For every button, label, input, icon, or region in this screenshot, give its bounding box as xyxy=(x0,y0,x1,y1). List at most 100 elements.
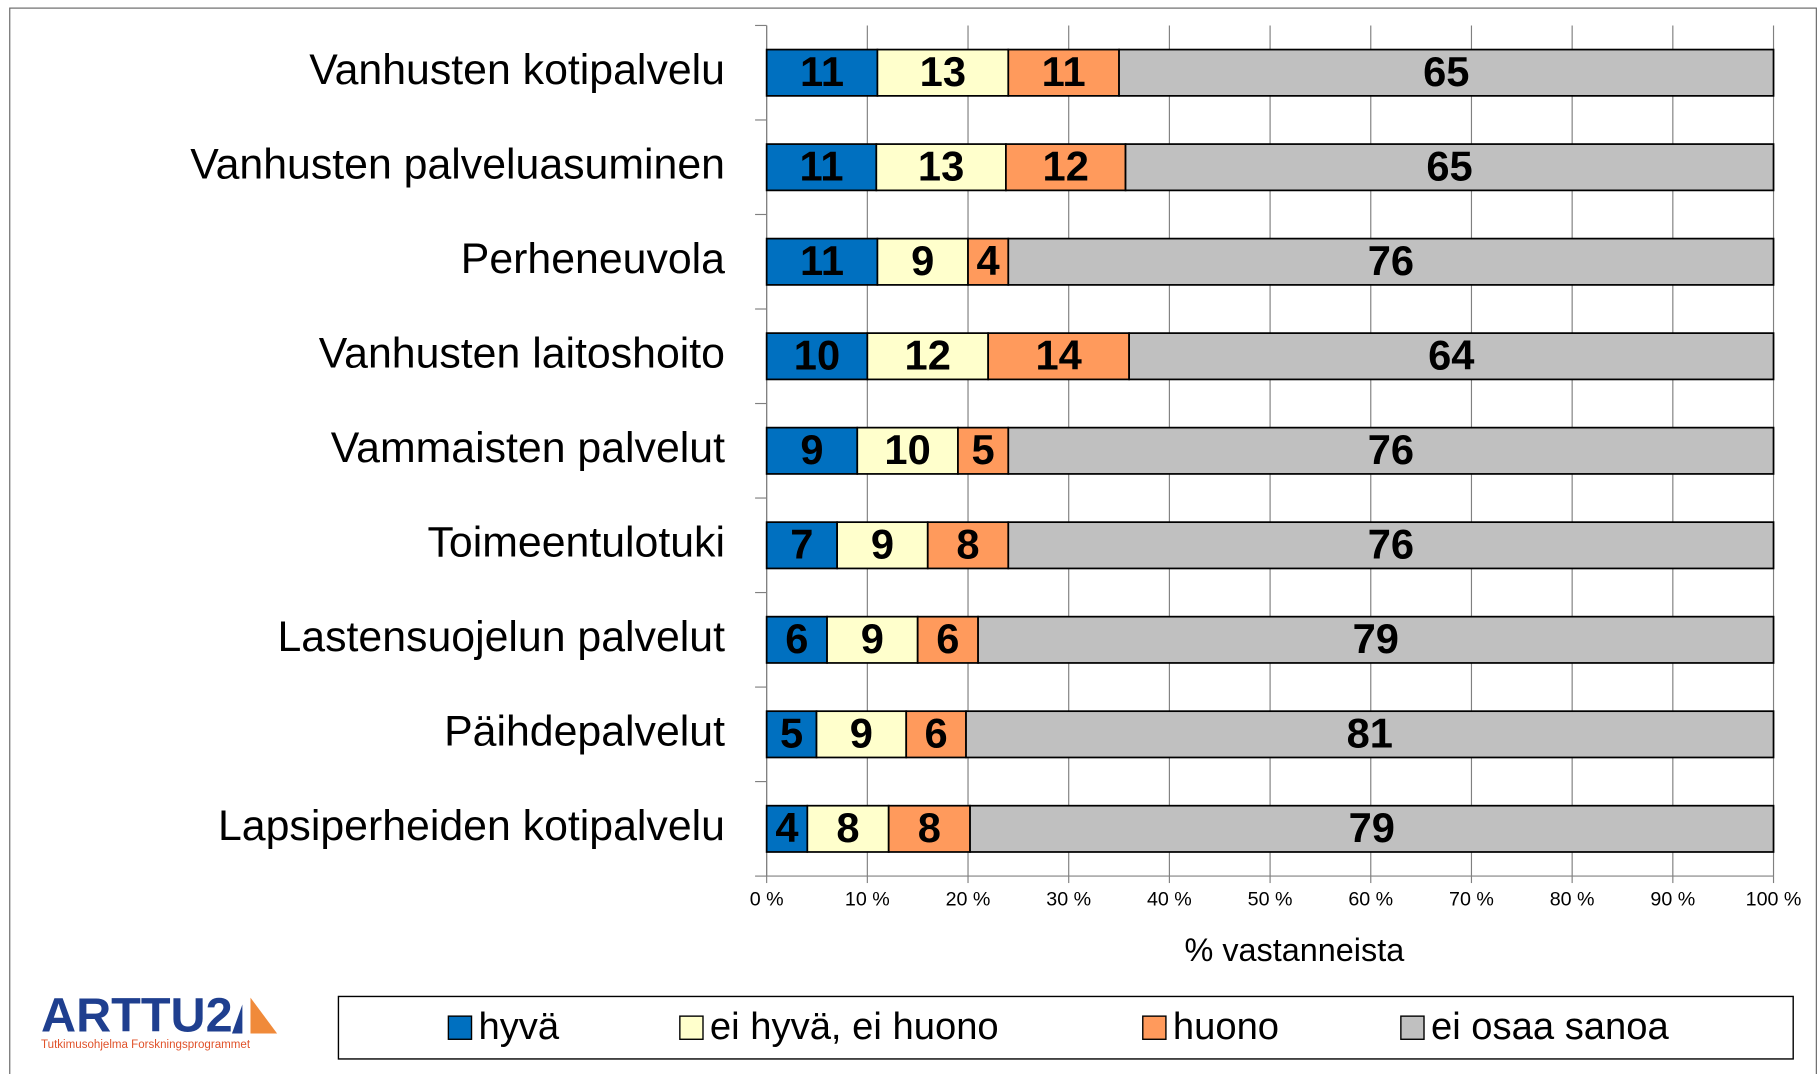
bar-segment xyxy=(1007,521,1775,570)
legend-swatch xyxy=(447,1015,473,1040)
x-axis-title: % vastanneista xyxy=(1185,932,1406,968)
bar-segment xyxy=(765,426,859,475)
legend-swatch xyxy=(1142,1015,1167,1040)
data-label: 12 xyxy=(905,332,951,379)
bar-segment xyxy=(1007,48,1120,97)
legend-swatch xyxy=(1400,1015,1425,1040)
data-label: 7 xyxy=(790,521,813,568)
bar-segment xyxy=(826,615,919,664)
legend-label: ei hyvä, ei huono xyxy=(710,1005,999,1048)
bar-segment xyxy=(957,426,1010,475)
data-label: 8 xyxy=(956,521,979,568)
legend-box xyxy=(337,995,1794,1060)
x-tick-label: 80 % xyxy=(1550,889,1595,911)
category-label: Vanhusten kotipalvelu xyxy=(309,46,725,94)
logo: ARTTU2 Tutkimusohjelma Forskningsprogram… xyxy=(41,988,278,1051)
bar-segment xyxy=(926,521,1010,570)
data-label: 4 xyxy=(775,804,798,851)
data-label: 64 xyxy=(1428,332,1474,379)
bar-segment xyxy=(969,804,1775,853)
category-label: Toimeentulotuki xyxy=(428,519,725,567)
x-tick-label: 0 % xyxy=(750,889,784,911)
legend-label: ei osaa sanoa xyxy=(1431,1005,1670,1048)
x-tick-label: 10 % xyxy=(845,889,890,911)
data-label: 9 xyxy=(850,710,873,757)
outer-frame xyxy=(9,7,1817,1074)
data-label: 9 xyxy=(871,521,894,568)
category-label: Vanhusten laitoshoito xyxy=(319,330,725,378)
data-label: 10 xyxy=(794,332,840,379)
data-label: 6 xyxy=(785,615,808,662)
bar-segment xyxy=(977,615,1775,664)
bar-segment xyxy=(866,332,990,381)
data-label: 76 xyxy=(1368,237,1414,284)
data-label: 79 xyxy=(1353,615,1399,662)
bar-segment xyxy=(856,426,959,475)
bar-segment xyxy=(1124,143,1775,192)
category-label: Päihdepalvelut xyxy=(444,708,725,756)
data-label: 9 xyxy=(861,615,884,662)
legend-label: hyvä xyxy=(478,1005,559,1048)
bar-segment xyxy=(875,143,1007,192)
bar-segment xyxy=(987,332,1130,381)
bar-segment xyxy=(1007,426,1775,475)
data-label: 13 xyxy=(918,143,964,190)
bar-segment xyxy=(765,804,809,853)
data-label: 14 xyxy=(1035,332,1081,379)
x-tick-label: 40 % xyxy=(1147,889,1192,911)
bar-segment xyxy=(1128,332,1775,381)
logo-name: ARTTU2 xyxy=(41,988,233,1042)
data-label: 5 xyxy=(780,710,803,757)
bar-segment xyxy=(1118,48,1775,97)
category-label: Vanhusten palveluasuminen xyxy=(190,141,725,189)
data-label: 11 xyxy=(800,237,844,284)
data-label: 11 xyxy=(800,48,844,95)
data-label: 6 xyxy=(925,710,948,757)
bar-segment xyxy=(876,48,1010,97)
legend-swatch xyxy=(679,1015,704,1040)
data-label: 10 xyxy=(884,426,930,473)
logo-subtitle: Tutkimusohjelma Forskningsprogrammet xyxy=(41,1039,251,1051)
data-label: 76 xyxy=(1368,521,1414,568)
x-tick-label: 50 % xyxy=(1248,889,1293,911)
logo-sail-small xyxy=(231,1004,243,1034)
data-label: 76 xyxy=(1368,426,1414,473)
bar-segment xyxy=(1007,237,1775,286)
data-label: 13 xyxy=(920,48,966,95)
data-label: 9 xyxy=(800,426,823,473)
bar-segment xyxy=(765,237,879,286)
data-label: 65 xyxy=(1423,48,1469,95)
bar-segment xyxy=(765,615,828,664)
data-label: 79 xyxy=(1349,804,1395,851)
x-tick-label: 90 % xyxy=(1650,889,1695,911)
legend-label: huono xyxy=(1173,1005,1279,1048)
logo-sail xyxy=(250,997,278,1034)
x-tick-label: 20 % xyxy=(946,889,991,911)
data-label: 6 xyxy=(936,615,959,662)
data-label: 12 xyxy=(1043,143,1089,190)
data-label: 8 xyxy=(836,804,859,851)
data-label: 65 xyxy=(1426,143,1472,190)
bar-segment xyxy=(967,237,1010,286)
data-label: 5 xyxy=(972,426,995,473)
bar-segment xyxy=(765,48,879,97)
bar-segment xyxy=(965,710,1775,759)
data-label: 11 xyxy=(1042,48,1086,95)
category-label: Lastensuojelun palvelut xyxy=(278,613,726,661)
category-label: Perheneuvola xyxy=(461,235,725,283)
data-label: 81 xyxy=(1347,710,1393,757)
data-label: 9 xyxy=(911,237,934,284)
x-tick-label: 30 % xyxy=(1046,889,1091,911)
data-label: 8 xyxy=(918,804,941,851)
x-tick-label: 70 % xyxy=(1449,889,1494,911)
bar-segment xyxy=(876,237,969,286)
data-label: 4 xyxy=(977,237,1000,284)
bar-segment xyxy=(765,710,818,759)
x-tick-label: 60 % xyxy=(1348,889,1393,911)
category-label: Vammaisten palvelut xyxy=(331,424,725,472)
category-label: Lapsiperheiden kotipalvelu xyxy=(218,802,725,850)
data-label: 11 xyxy=(799,143,843,190)
x-tick-label: 100 % xyxy=(1746,889,1802,911)
bar-segment xyxy=(916,615,979,664)
